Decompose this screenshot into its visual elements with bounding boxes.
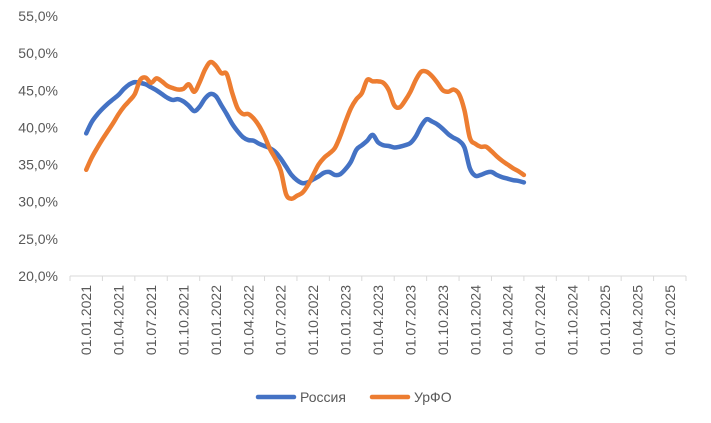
x-axis: 01.01.2021 01.04.2021 01.07.2021 01.10.2021… [69, 275, 687, 355]
x-tick-label: 01.04.2023 [370, 285, 386, 355]
x-tick-label: 01.10.2022 [305, 285, 321, 355]
series-line-0 [83, 79, 527, 186]
y-tick-label: 40,0% [18, 119, 58, 135]
y-tick-label: 25,0% [18, 231, 58, 247]
legend-label-1: УрФО [414, 389, 452, 405]
legend: Россия УрФО [255, 389, 452, 405]
x-tick-label: 01.07.2022 [273, 285, 289, 355]
x-tick-label: 01.01.2023 [338, 285, 354, 355]
y-tick-label: 35,0% [18, 157, 58, 173]
y-tick-label: 55,0% [18, 8, 58, 24]
x-tick-label: 01.10.2021 [175, 285, 191, 355]
x-tick-label: 01.01.2022 [208, 285, 224, 355]
x-tick-label: 01.04.2025 [629, 285, 645, 355]
series-line-1 [83, 59, 527, 201]
x-tick-label: 01.01.2025 [597, 285, 613, 355]
y-axis: 20,0% 25,0% 30,0% 35,0% 40,0% 45,0% 50,0% 55,0% [18, 8, 58, 284]
x-tick-label: 01.10.2024 [565, 285, 581, 355]
x-tick-label: 01.07.2024 [532, 285, 548, 355]
legend-label-0: Россия [300, 389, 346, 405]
x-tick-label: 01.04.2022 [240, 285, 256, 355]
x-tick-label: 01.10.2023 [435, 285, 451, 355]
x-tick-label: 01.01.2021 [78, 285, 94, 355]
x-tick-label: 01.07.2023 [402, 285, 418, 355]
x-tick-label: 01.07.2025 [662, 285, 678, 355]
series-lines [83, 59, 527, 201]
x-tick-label: 01.04.2021 [111, 285, 127, 355]
y-tick-label: 50,0% [18, 45, 58, 61]
y-tick-label: 45,0% [18, 82, 58, 98]
y-tick-label: 20,0% [18, 268, 58, 284]
y-tick-label: 30,0% [18, 194, 58, 210]
x-tick-label: 01.01.2024 [467, 285, 483, 355]
x-tick-label: 01.07.2021 [143, 285, 159, 355]
x-tick-label: 01.04.2024 [500, 285, 516, 355]
